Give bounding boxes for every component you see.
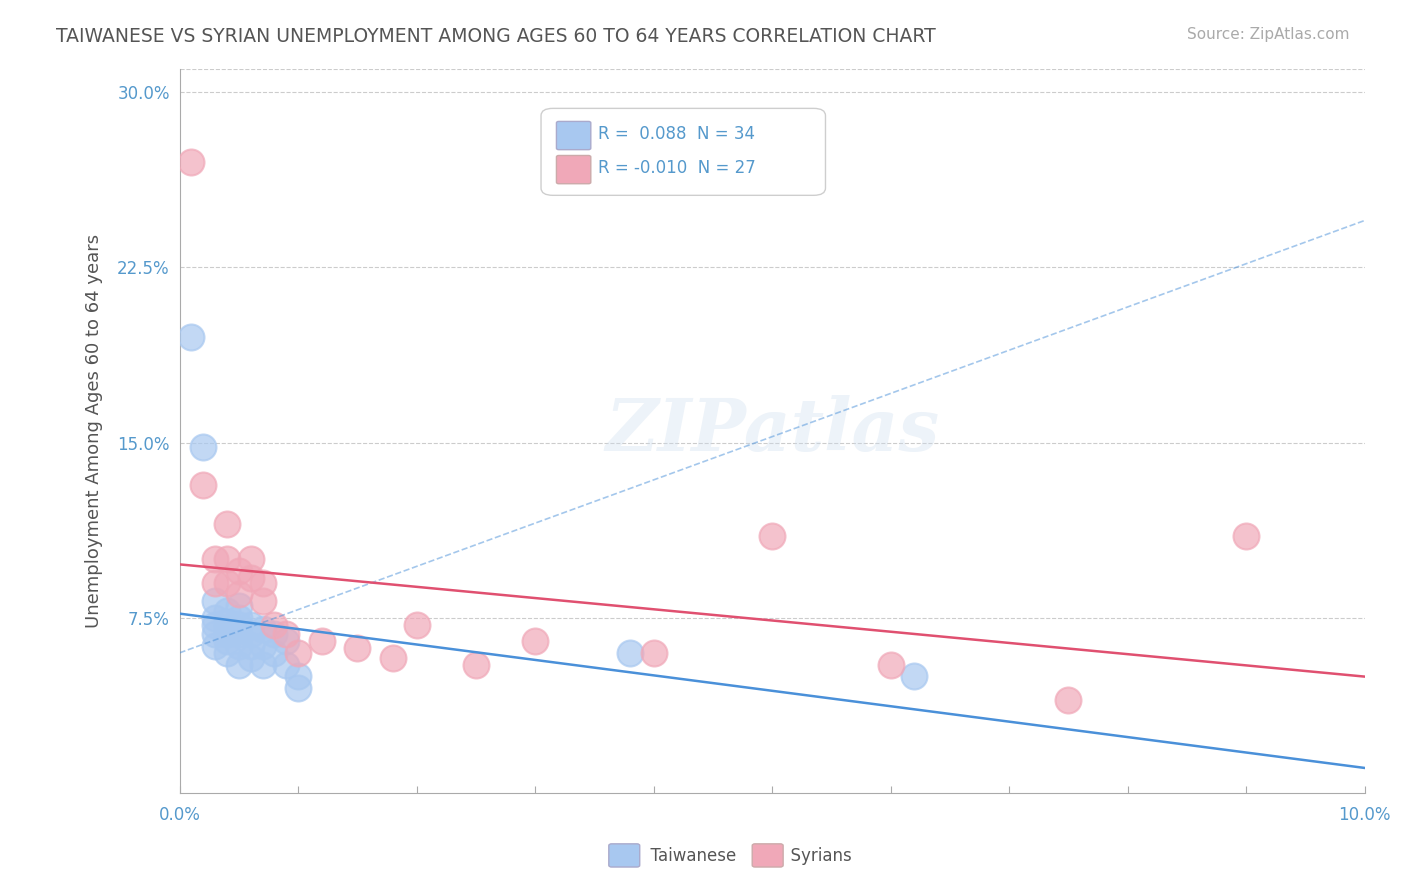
Point (405, 617, 427, 632)
Point (239, 552, 262, 566)
Point (381, 650, 404, 665)
Point (1234, 529, 1257, 543)
Point (252, 639, 274, 653)
Point (228, 611, 250, 625)
Point (263, 646, 285, 660)
Point (215, 517, 238, 532)
Point (228, 657, 250, 672)
Point (215, 646, 238, 660)
Point (228, 627, 250, 641)
Text: R = -0.010  N = 27: R = -0.010 N = 27 (598, 159, 755, 177)
Point (643, 646, 665, 660)
Point (215, 634, 238, 648)
Point (193, 477, 215, 491)
Text: R =  0.088  N = 34: R = 0.088 N = 34 (598, 125, 755, 143)
Point (252, 623, 274, 637)
Text: 10.0%: 10.0% (1339, 806, 1391, 824)
Point (252, 594, 274, 608)
FancyBboxPatch shape (541, 108, 825, 195)
Point (761, 529, 783, 543)
FancyBboxPatch shape (557, 121, 591, 150)
Point (204, 611, 226, 625)
Point (276, 634, 298, 648)
Point (276, 627, 298, 641)
FancyBboxPatch shape (557, 155, 591, 184)
Point (215, 627, 238, 641)
Point (215, 623, 238, 637)
Point (239, 650, 262, 665)
Point (228, 617, 250, 632)
Text: TAIWANESE VS SYRIAN UNEMPLOYMENT AMONG AGES 60 TO 64 YEARS CORRELATION CHART: TAIWANESE VS SYRIAN UNEMPLOYMENT AMONG A… (56, 27, 936, 45)
Point (215, 552, 238, 566)
Point (276, 657, 298, 672)
Point (204, 617, 226, 632)
Point (464, 657, 486, 672)
Point (287, 669, 309, 683)
Text: Syrians: Syrians (780, 847, 852, 865)
Point (252, 657, 274, 672)
Point (215, 575, 238, 590)
Y-axis label: Unemployment Among Ages 60 to 64 years: Unemployment Among Ages 60 to 64 years (86, 234, 103, 628)
Point (215, 604, 238, 618)
Point (619, 646, 641, 660)
Point (252, 575, 274, 590)
Point (263, 617, 285, 632)
Point (193, 440, 215, 454)
Point (228, 564, 250, 578)
Point (204, 639, 226, 653)
Point (346, 641, 368, 656)
Point (228, 599, 250, 614)
Point (239, 617, 262, 632)
Point (204, 575, 226, 590)
Text: Source: ZipAtlas.com: Source: ZipAtlas.com (1187, 27, 1350, 42)
Point (180, 155, 202, 169)
Point (215, 615, 238, 630)
Text: 0.0%: 0.0% (159, 806, 201, 824)
Point (263, 627, 285, 641)
Point (239, 571, 262, 585)
Point (204, 552, 226, 566)
Point (228, 587, 250, 601)
Point (524, 634, 547, 648)
Point (204, 594, 226, 608)
Point (180, 330, 202, 344)
Point (287, 681, 309, 695)
Point (903, 669, 925, 683)
Text: ZIPatlas: ZIPatlas (605, 395, 939, 467)
Point (228, 639, 250, 653)
Point (311, 634, 333, 648)
Point (879, 657, 901, 672)
Point (287, 646, 309, 660)
Point (239, 627, 262, 641)
Text: Taiwanese: Taiwanese (640, 847, 735, 865)
Point (239, 639, 262, 653)
Point (204, 627, 226, 641)
Point (1057, 692, 1080, 706)
